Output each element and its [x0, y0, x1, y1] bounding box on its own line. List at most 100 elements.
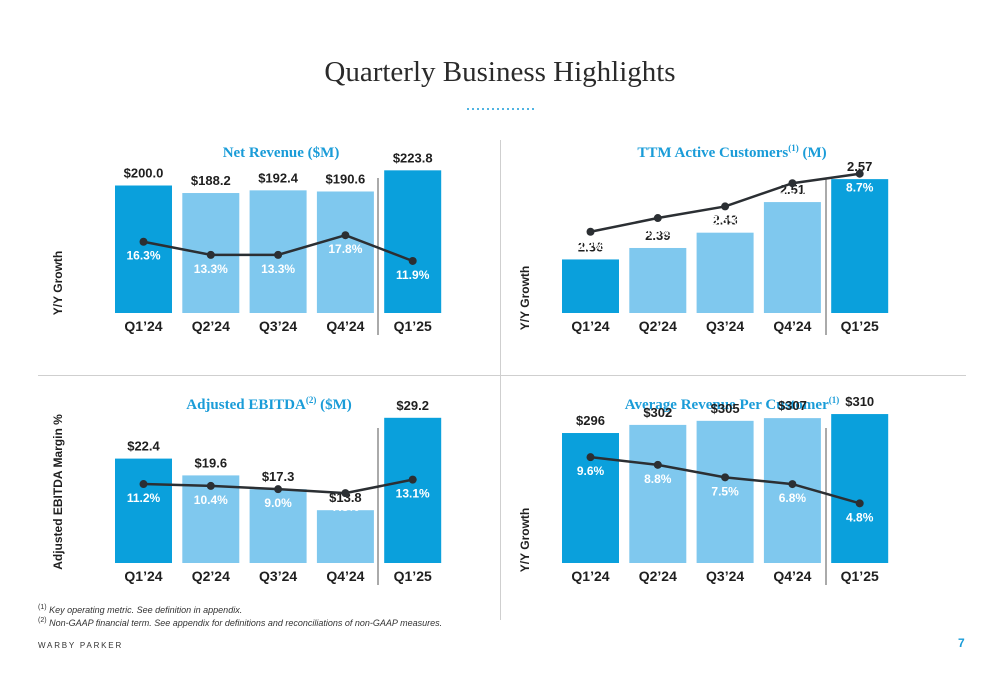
average-revenue-per-customer-chart: Average Revenue Per Customer(1) Y/Y Growt…	[518, 394, 889, 585]
chart-title: Net Revenue ($M)	[223, 145, 340, 161]
chart-title: Adjusted EBITDA(2) ($M)	[186, 395, 352, 413]
growth-label: 11.2%	[127, 491, 161, 505]
growth-point	[139, 480, 148, 489]
bar	[115, 185, 172, 313]
growth-point	[788, 179, 797, 188]
growth-label: 3.2%	[577, 239, 605, 253]
category-tick-label: Q1’25	[841, 318, 879, 334]
growth-point	[721, 473, 730, 482]
title-dot	[472, 108, 474, 110]
y-axis-label: Y/Y Growth	[51, 251, 65, 315]
title-dot	[502, 108, 504, 110]
brand-logo-text: WARBY PARKER	[38, 641, 124, 650]
bar	[763, 202, 821, 313]
bar	[696, 420, 754, 563]
bar-value-label: 2.57	[847, 159, 872, 174]
category-tick-label: Q3’24	[706, 318, 744, 334]
bar	[562, 433, 619, 563]
bar-value-label: $188.2	[191, 173, 231, 188]
growth-label: 4.8%	[846, 510, 874, 524]
bar-value-label: $302	[643, 405, 672, 420]
growth-point	[855, 169, 864, 178]
category-tick-label: Q3’24	[259, 318, 297, 334]
y-axis-label: Y/Y Growth	[518, 508, 532, 572]
category-tick-label: Q1’25	[841, 568, 879, 584]
category-tick-label: Q3’24	[259, 568, 297, 584]
category-tick-label: Q3’24	[706, 568, 744, 584]
growth-label: 4.5%	[644, 225, 672, 239]
footnote-1: (1) Key operating metric. See definition…	[38, 604, 243, 615]
growth-label: 9.6%	[577, 464, 605, 478]
bar	[316, 191, 374, 313]
bar-value-label: $200.0	[124, 166, 164, 181]
category-tick-label: Q1’24	[571, 318, 609, 334]
category-tick-label: Q1’25	[394, 318, 432, 334]
growth-point	[139, 237, 148, 246]
bar-value-label: $307	[778, 398, 807, 413]
bar	[831, 414, 889, 563]
category-tick-label: Q1’24	[124, 568, 162, 584]
adjusted-ebitda-chart: Adjusted EBITDA(2) ($M) Adjusted EBITDA M…	[51, 395, 442, 585]
growth-label: 13.1%	[396, 487, 430, 501]
bar-value-label: $22.4	[127, 439, 160, 454]
title-dot-divider	[467, 108, 534, 110]
horizontal-divider	[38, 375, 966, 376]
footnote-2: (2) Non-GAAP financial term. See appendi…	[38, 617, 443, 628]
growth-label: 7.8%	[779, 190, 807, 204]
bar-value-label: $296	[576, 413, 605, 428]
bar	[115, 458, 172, 563]
bar	[629, 424, 687, 563]
growth-label: 13.3%	[261, 262, 295, 276]
growth-point	[653, 460, 662, 469]
bar-value-label: $310	[845, 394, 874, 409]
title-dot	[497, 108, 499, 110]
category-tick-label: Q2’24	[639, 568, 677, 584]
category-tick-label: Q4’24	[773, 318, 811, 334]
bar-value-label: $305	[711, 401, 740, 416]
growth-point	[653, 214, 662, 223]
category-tick-label: Q1’24	[124, 318, 162, 334]
chart-title: Average Revenue Per Customer(1)	[625, 395, 839, 413]
title-dot	[517, 108, 519, 110]
bar	[696, 232, 754, 313]
bar	[249, 489, 307, 563]
growth-point	[341, 489, 350, 498]
title-dot	[487, 108, 489, 110]
ttm-active-customers-chart: TTM Active Customers(1) (M) Y/Y Growth 2.3…	[518, 143, 889, 335]
category-tick-label: Q2’24	[639, 318, 677, 334]
bar-value-label: $19.6	[195, 455, 228, 470]
bar-value-label: $190.6	[326, 171, 366, 186]
bar-value-label: $13.8	[329, 490, 362, 505]
bar	[182, 475, 240, 563]
growth-label: 10.4%	[194, 493, 228, 507]
title-dot	[532, 108, 534, 110]
growth-point	[788, 480, 797, 489]
title-dot	[477, 108, 479, 110]
bar	[384, 170, 442, 313]
bar	[316, 510, 374, 563]
growth-point	[274, 485, 283, 494]
category-tick-label: Q1’24	[571, 568, 609, 584]
category-tick-label: Q4’24	[326, 318, 364, 334]
title-dot	[512, 108, 514, 110]
bar-value-label: 2.39	[645, 228, 670, 243]
page-title: Quarterly Business Highlights	[324, 56, 676, 88]
bar-value-label: $29.2	[396, 398, 429, 413]
net-revenue-chart: Net Revenue ($M) Y/Y Growth $200.0 Q1’24 $18…	[51, 145, 442, 335]
growth-point	[586, 453, 595, 462]
growth-point	[341, 231, 350, 240]
growth-label: 17.8%	[328, 242, 362, 256]
growth-point	[274, 250, 283, 259]
page-number: 7	[958, 636, 965, 650]
bar-value-label: $17.3	[262, 469, 295, 484]
title-dot	[482, 108, 484, 110]
growth-label: 7.5%	[711, 484, 739, 498]
growth-point	[408, 475, 417, 484]
growth-label: 8.7%	[846, 181, 874, 195]
y-axis-label: Adjusted EBITDA Margin %	[51, 414, 65, 570]
category-tick-label: Q1’25	[394, 568, 432, 584]
bar	[384, 417, 442, 563]
growth-point	[855, 499, 864, 508]
growth-label: 8.8%	[644, 472, 672, 486]
